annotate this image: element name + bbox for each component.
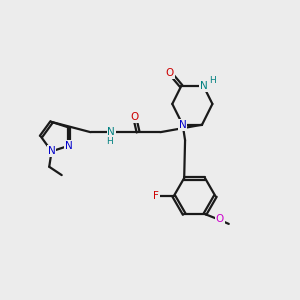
Text: H: H [106, 137, 113, 146]
Text: N: N [107, 127, 115, 137]
Text: N: N [200, 81, 207, 91]
Text: N: N [179, 120, 187, 130]
Text: N: N [48, 146, 56, 156]
Text: H: H [209, 76, 216, 85]
Text: O: O [130, 112, 139, 122]
Text: F: F [153, 191, 159, 201]
Text: O: O [216, 214, 224, 224]
Text: N: N [65, 141, 73, 151]
Text: O: O [166, 68, 174, 78]
